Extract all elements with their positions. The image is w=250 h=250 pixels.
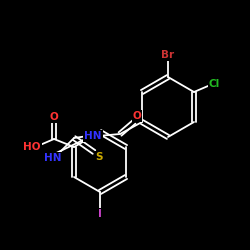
- Text: I: I: [98, 209, 102, 219]
- Text: O: O: [133, 111, 141, 121]
- Text: HO: HO: [23, 142, 41, 152]
- Text: Cl: Cl: [208, 79, 220, 89]
- Text: S: S: [95, 152, 103, 162]
- Text: O: O: [50, 112, 58, 122]
- Text: HN: HN: [84, 131, 102, 141]
- Text: HN: HN: [44, 153, 62, 163]
- Text: Br: Br: [162, 50, 174, 60]
